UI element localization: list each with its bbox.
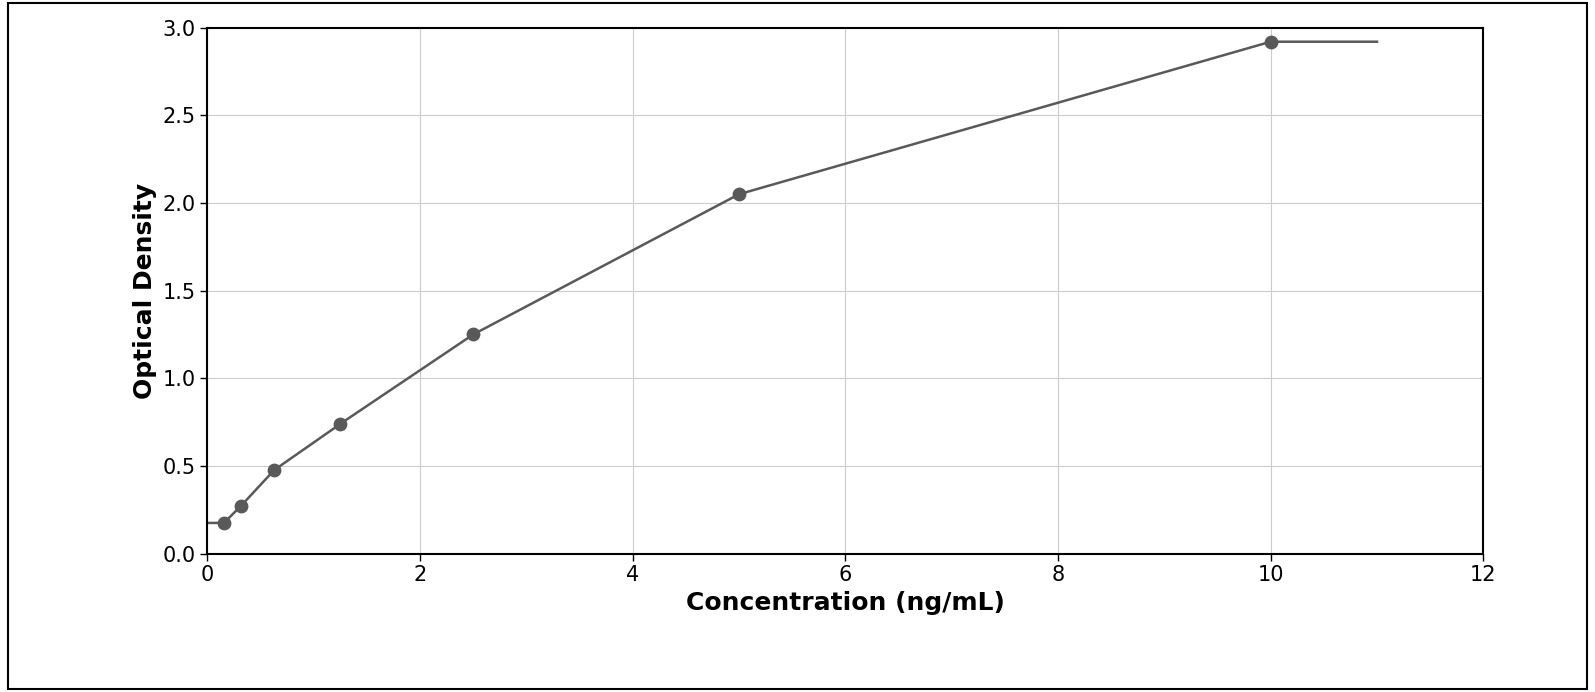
Point xyxy=(228,501,254,512)
Point xyxy=(726,189,751,200)
Point xyxy=(1258,36,1284,47)
Point xyxy=(211,518,236,529)
Y-axis label: Optical Density: Optical Density xyxy=(132,183,156,399)
Point xyxy=(461,329,486,340)
Point xyxy=(262,465,287,476)
Point xyxy=(327,419,352,430)
X-axis label: Concentration (ng/mL): Concentration (ng/mL) xyxy=(686,591,1005,615)
